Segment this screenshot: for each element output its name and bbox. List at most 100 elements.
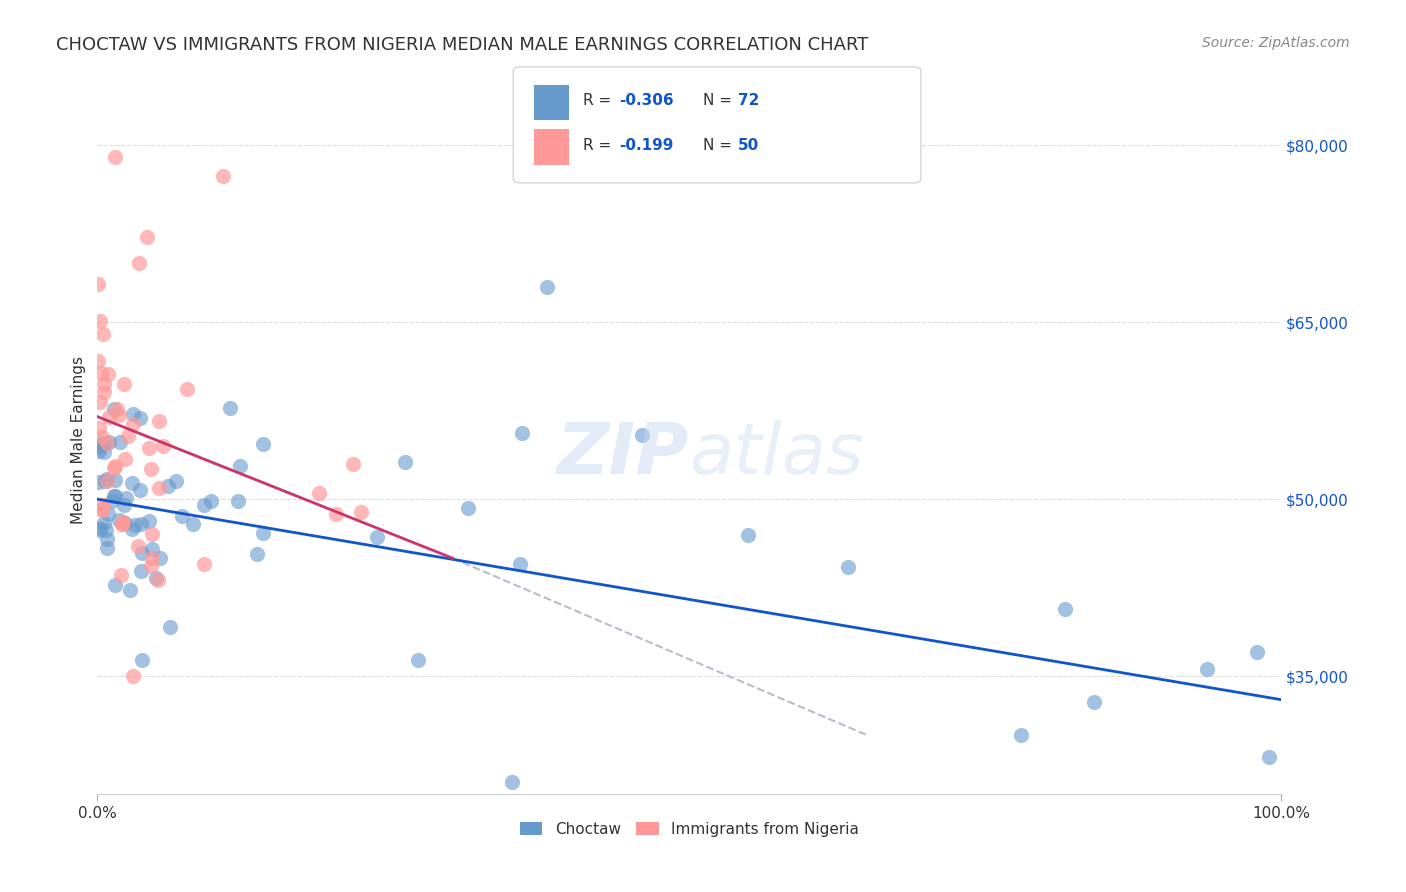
Choctaw	[1257, 750, 1279, 764]
Immigrants from Nigeria	[110, 568, 132, 582]
Choctaw	[145, 571, 167, 585]
Choctaw	[121, 522, 143, 536]
Immigrants from Nigeria	[87, 277, 110, 291]
Choctaw	[165, 474, 187, 488]
Immigrants from Nigeria	[104, 150, 127, 164]
Choctaw	[103, 489, 125, 503]
Immigrants from Nigeria	[91, 503, 114, 517]
Choctaw	[510, 426, 533, 441]
Choctaw	[124, 518, 146, 533]
Text: Source: ZipAtlas.com: Source: ZipAtlas.com	[1202, 36, 1350, 50]
Text: atlas: atlas	[689, 420, 863, 489]
Choctaw	[104, 578, 127, 592]
Choctaw	[97, 507, 120, 521]
Choctaw	[149, 551, 172, 566]
Choctaw	[1054, 602, 1077, 616]
Text: 72: 72	[738, 94, 759, 108]
Immigrants from Nigeria	[141, 550, 163, 565]
Immigrants from Nigeria	[90, 502, 112, 516]
Text: -0.306: -0.306	[619, 94, 673, 108]
Immigrants from Nigeria	[141, 559, 163, 574]
Text: R =: R =	[583, 94, 617, 108]
Choctaw	[87, 475, 110, 489]
Choctaw	[103, 474, 125, 488]
Choctaw	[229, 458, 252, 473]
Choctaw	[91, 435, 114, 450]
Text: -0.199: -0.199	[619, 138, 673, 153]
Immigrants from Nigeria	[89, 395, 111, 409]
Choctaw	[103, 490, 125, 504]
Choctaw	[89, 521, 111, 535]
Choctaw	[837, 560, 859, 574]
Immigrants from Nigeria	[148, 414, 170, 428]
Choctaw	[1246, 645, 1268, 659]
Choctaw	[108, 513, 131, 527]
Choctaw	[108, 434, 131, 449]
Immigrants from Nigeria	[89, 421, 111, 435]
Legend: Choctaw, Immigrants from Nigeria: Choctaw, Immigrants from Nigeria	[513, 815, 865, 843]
Choctaw	[96, 541, 118, 555]
Choctaw	[129, 564, 152, 578]
Choctaw	[87, 444, 110, 458]
Immigrants from Nigeria	[96, 436, 118, 450]
Choctaw	[219, 401, 242, 415]
Immigrants from Nigeria	[146, 573, 169, 587]
Choctaw	[737, 527, 759, 541]
Immigrants from Nigeria	[128, 256, 150, 270]
Immigrants from Nigeria	[350, 505, 373, 519]
Text: 50: 50	[738, 138, 759, 153]
Choctaw	[100, 494, 122, 508]
Choctaw	[193, 498, 215, 512]
Immigrants from Nigeria	[96, 367, 118, 381]
Choctaw	[103, 402, 125, 417]
Choctaw	[112, 498, 135, 512]
Immigrants from Nigeria	[90, 430, 112, 444]
Immigrants from Nigeria	[114, 451, 136, 466]
Choctaw	[156, 479, 179, 493]
Immigrants from Nigeria	[121, 669, 143, 683]
Choctaw	[94, 435, 117, 450]
Choctaw	[1010, 728, 1032, 742]
Choctaw	[129, 516, 152, 531]
Choctaw	[96, 532, 118, 546]
Immigrants from Nigeria	[342, 457, 364, 471]
Choctaw	[129, 483, 152, 498]
Immigrants from Nigeria	[91, 326, 114, 341]
Immigrants from Nigeria	[112, 376, 135, 391]
Immigrants from Nigeria	[104, 459, 127, 474]
Immigrants from Nigeria	[90, 367, 112, 381]
Choctaw	[93, 516, 115, 531]
Immigrants from Nigeria	[176, 382, 198, 396]
Choctaw	[536, 280, 558, 294]
Choctaw	[501, 775, 523, 789]
Choctaw	[96, 472, 118, 486]
Choctaw	[89, 523, 111, 537]
Text: N =: N =	[703, 94, 737, 108]
Immigrants from Nigeria	[111, 516, 134, 531]
Text: R =: R =	[583, 138, 617, 153]
Immigrants from Nigeria	[152, 439, 174, 453]
Immigrants from Nigeria	[138, 441, 160, 455]
Immigrants from Nigeria	[111, 515, 134, 529]
Immigrants from Nigeria	[141, 462, 163, 476]
Choctaw	[159, 620, 181, 634]
Immigrants from Nigeria	[136, 230, 159, 244]
Choctaw	[457, 500, 479, 515]
Immigrants from Nigeria	[122, 417, 145, 431]
Immigrants from Nigeria	[148, 482, 170, 496]
Immigrants from Nigeria	[193, 557, 215, 571]
Choctaw	[97, 434, 120, 449]
Choctaw	[246, 547, 269, 561]
Immigrants from Nigeria	[105, 401, 128, 416]
Choctaw	[121, 476, 143, 491]
Choctaw	[394, 455, 416, 469]
Choctaw	[1197, 662, 1219, 676]
Choctaw	[141, 541, 163, 556]
Immigrants from Nigeria	[117, 428, 139, 442]
Text: N =: N =	[703, 138, 737, 153]
Choctaw	[509, 557, 531, 571]
Immigrants from Nigeria	[325, 507, 347, 521]
Choctaw	[121, 407, 143, 421]
Choctaw	[118, 583, 141, 598]
Immigrants from Nigeria	[107, 409, 129, 423]
